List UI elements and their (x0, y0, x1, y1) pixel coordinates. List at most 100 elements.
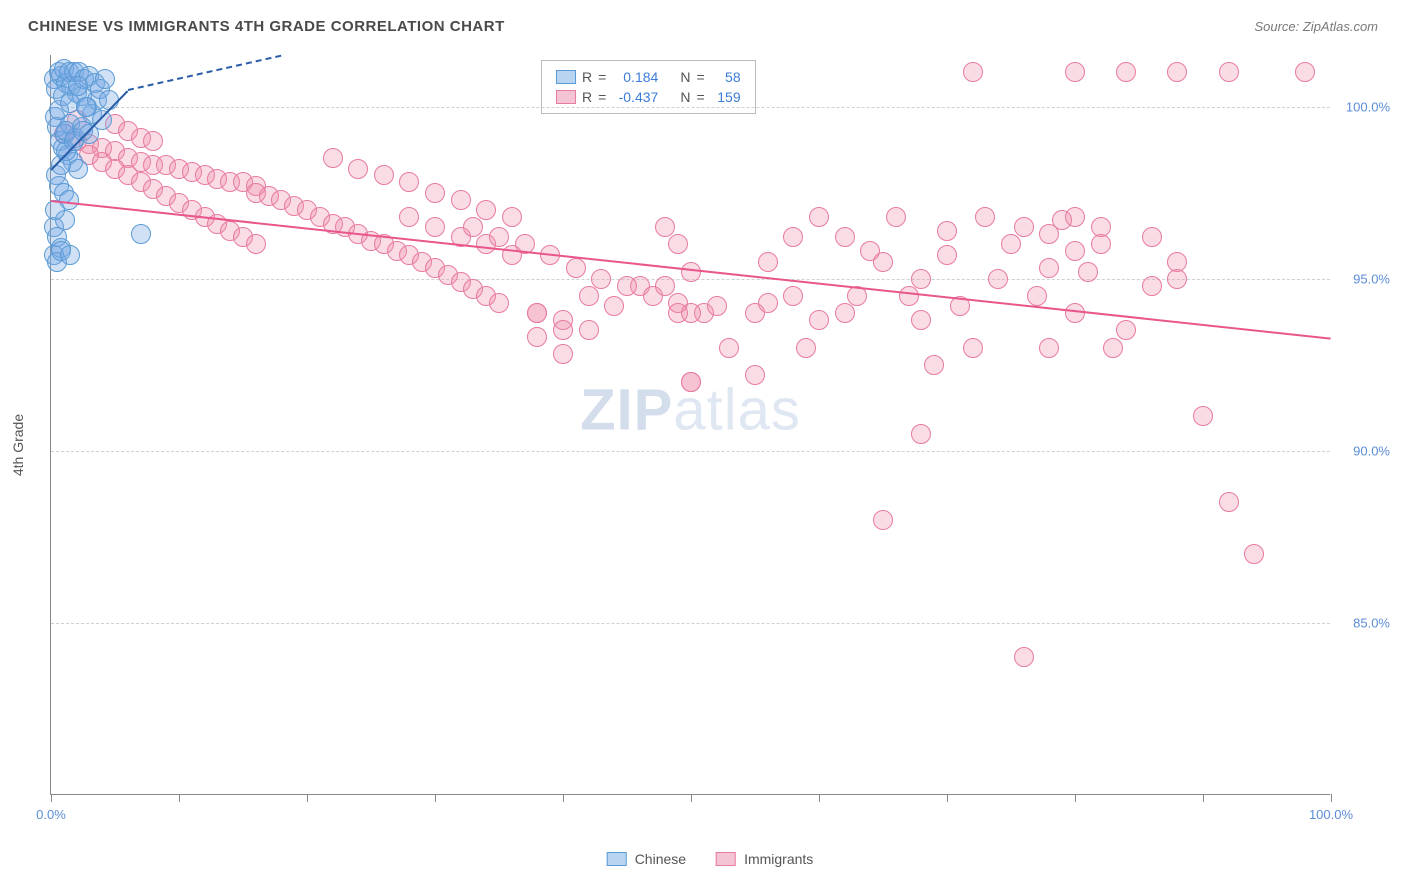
x-tick (435, 794, 436, 802)
swatch-chinese-bottom (607, 852, 627, 866)
y-tick-label: 90.0% (1353, 443, 1390, 458)
legend-row-chinese: R = 0.184 N = 58 (556, 67, 741, 87)
scatter-point-immigrants (374, 165, 394, 185)
scatter-point-immigrants (1219, 62, 1239, 82)
scatter-point-immigrants (937, 245, 957, 265)
scatter-point-immigrants (1193, 406, 1213, 426)
scatter-point-immigrants (937, 221, 957, 241)
y-tick-label: 100.0% (1346, 99, 1390, 114)
scatter-point-immigrants (1167, 62, 1187, 82)
scatter-point-immigrants (566, 258, 586, 278)
scatter-point-immigrants (425, 183, 445, 203)
legend-row-immigrants: R = -0.437 N = 159 (556, 87, 741, 107)
scatter-point-immigrants (975, 207, 995, 227)
scatter-point-immigrants (886, 207, 906, 227)
scatter-point-immigrants (911, 310, 931, 330)
bottom-legend-chinese: Chinese (607, 851, 686, 867)
bottom-legend: Chinese Immigrants (607, 851, 814, 867)
scatter-point-immigrants (899, 286, 919, 306)
scatter-point-immigrants (1039, 224, 1059, 244)
scatter-point-immigrants (476, 200, 496, 220)
scatter-point-chinese (95, 69, 115, 89)
scatter-point-immigrants (835, 303, 855, 323)
x-tick (1331, 794, 1332, 802)
scatter-point-immigrants (591, 269, 611, 289)
scatter-point-chinese (60, 245, 80, 265)
scatter-point-immigrants (719, 338, 739, 358)
scatter-point-immigrants (911, 269, 931, 289)
r-immigrants: -0.437 (612, 89, 658, 105)
x-tick-label: 0.0% (36, 807, 66, 822)
scatter-point-immigrants (873, 510, 893, 530)
scatter-point-immigrants (835, 227, 855, 247)
scatter-point-immigrants (1116, 62, 1136, 82)
scatter-point-immigrants (796, 338, 816, 358)
scatter-point-immigrants (348, 159, 368, 179)
scatter-point-immigrants (1167, 269, 1187, 289)
scatter-point-immigrants (809, 207, 829, 227)
r-chinese: 0.184 (612, 69, 658, 85)
scatter-point-immigrants (323, 148, 343, 168)
chart-container: 4th Grade ZIPatlas R = 0.184 N = 58 R = … (50, 55, 1370, 835)
swatch-immigrants (556, 90, 576, 104)
scatter-point-immigrants (1091, 234, 1111, 254)
scatter-point-immigrants (1244, 544, 1264, 564)
gridline (51, 451, 1330, 452)
scatter-point-immigrants (604, 296, 624, 316)
scatter-point-chinese (68, 76, 88, 96)
scatter-point-immigrants (1065, 207, 1085, 227)
scatter-point-immigrants (783, 286, 803, 306)
scatter-point-immigrants (758, 252, 778, 272)
scatter-point-immigrants (1219, 492, 1239, 512)
scatter-point-chinese (99, 90, 119, 110)
y-tick-label: 85.0% (1353, 615, 1390, 630)
scatter-point-immigrants (924, 355, 944, 375)
plot-area: ZIPatlas R = 0.184 N = 58 R = -0.437 N = (50, 55, 1330, 795)
scatter-point-immigrants (1142, 227, 1162, 247)
scatter-point-immigrants (963, 62, 983, 82)
scatter-point-immigrants (668, 234, 688, 254)
scatter-point-immigrants (1065, 62, 1085, 82)
chart-source: Source: ZipAtlas.com (1254, 19, 1378, 34)
bottom-legend-immigrants: Immigrants (716, 851, 813, 867)
scatter-point-immigrants (655, 217, 675, 237)
scatter-point-immigrants (553, 344, 573, 364)
scatter-point-immigrants (783, 227, 803, 247)
scatter-point-immigrants (527, 327, 547, 347)
scatter-point-immigrants (399, 207, 419, 227)
gridline (51, 107, 1330, 108)
scatter-point-immigrants (1103, 338, 1123, 358)
scatter-point-immigrants (988, 269, 1008, 289)
scatter-point-immigrants (745, 365, 765, 385)
scatter-point-immigrants (553, 320, 573, 340)
scatter-point-immigrants (246, 234, 266, 254)
scatter-point-immigrants (1142, 276, 1162, 296)
x-tick (691, 794, 692, 802)
swatch-chinese (556, 70, 576, 84)
scatter-point-immigrants (1065, 241, 1085, 261)
scatter-point-chinese (76, 97, 96, 117)
scatter-point-immigrants (502, 207, 522, 227)
scatter-point-immigrants (1065, 303, 1085, 323)
chart-title: CHINESE VS IMMIGRANTS 4TH GRADE CORRELAT… (28, 18, 505, 35)
scatter-point-immigrants (489, 227, 509, 247)
scatter-point-immigrants (1039, 338, 1059, 358)
scatter-point-immigrants (527, 303, 547, 323)
scatter-point-immigrants (681, 262, 701, 282)
scatter-point-immigrants (758, 293, 778, 313)
scatter-point-immigrants (425, 217, 445, 237)
scatter-point-immigrants (911, 424, 931, 444)
x-tick (179, 794, 180, 802)
scatter-point-immigrants (681, 372, 701, 392)
scatter-point-immigrants (1116, 320, 1136, 340)
scatter-point-immigrants (1078, 262, 1098, 282)
scatter-point-immigrants (1014, 647, 1034, 667)
scatter-point-immigrants (1039, 258, 1059, 278)
scatter-point-immigrants (1295, 62, 1315, 82)
n-immigrants: 159 (711, 89, 741, 105)
scatter-point-immigrants (399, 172, 419, 192)
scatter-point-immigrants (143, 131, 163, 151)
scatter-point-immigrants (451, 190, 471, 210)
scatter-point-immigrants (1091, 217, 1111, 237)
scatter-point-immigrants (655, 276, 675, 296)
